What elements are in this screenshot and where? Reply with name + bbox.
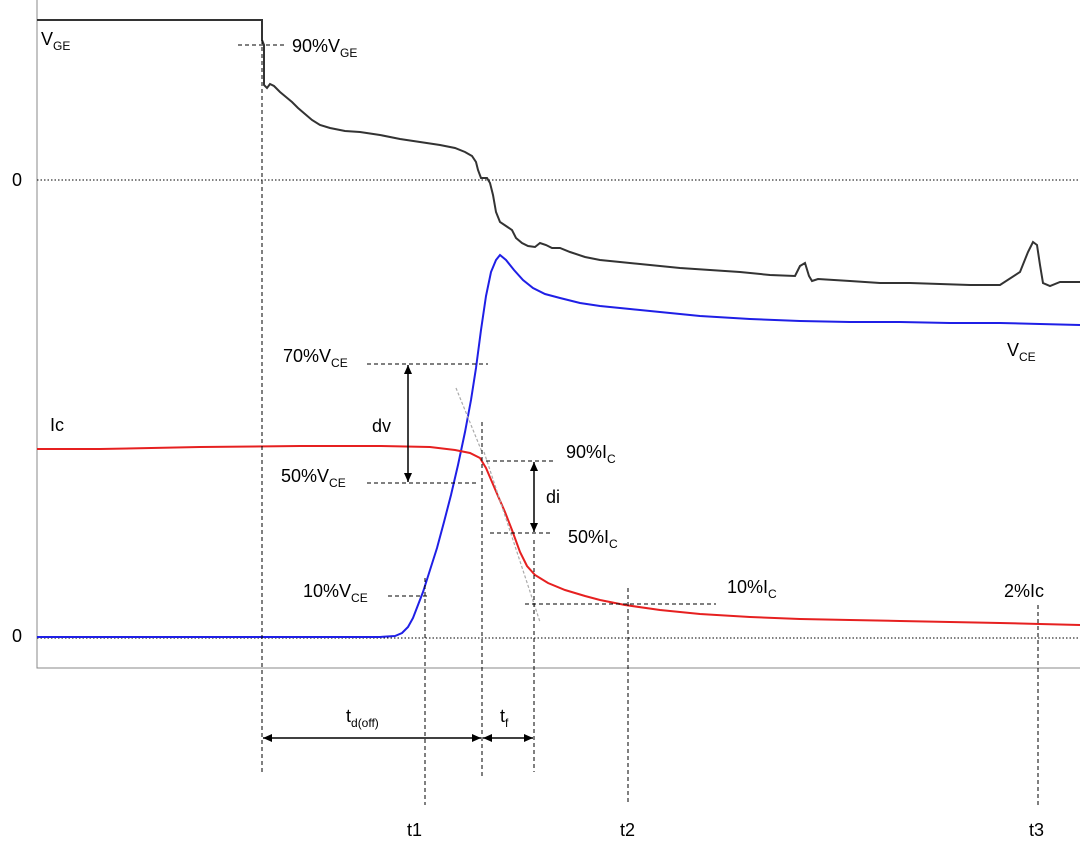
- di-label: di: [546, 487, 560, 507]
- zero-bottom-label: 0: [12, 626, 22, 646]
- plot-frame: [36, 0, 1080, 669]
- t3-label: t3: [1029, 820, 1044, 840]
- vge-label: VGE: [41, 29, 70, 53]
- ic-2pct-label: 2%Ic: [1004, 581, 1044, 601]
- td-off-label: td(off): [346, 706, 379, 730]
- ic-label: Ic: [50, 415, 64, 435]
- ic-50pct-label: 50%IC: [568, 527, 618, 551]
- dv-label: dv: [372, 416, 391, 436]
- t1-label: t1: [407, 820, 422, 840]
- vce-10pct-label: 10%VCE: [303, 581, 368, 605]
- vge-waveform: [37, 19, 1080, 288]
- vce-label: VCE: [1007, 340, 1036, 364]
- vce-70pct-label: 70%VCE: [283, 346, 348, 370]
- tf-label: tf: [500, 706, 509, 730]
- t2-label: t2: [620, 820, 635, 840]
- ic-waveform: [37, 445, 1080, 626]
- ic-90pct-label: 90%IC: [566, 442, 616, 466]
- vce-waveform: [37, 253, 1080, 638]
- vge-90pct-label: 90%VGE: [292, 36, 357, 60]
- vce-50pct-label: 50%VCE: [281, 466, 346, 490]
- zero-top-label: 0: [12, 170, 22, 190]
- ic-slope-tangent: [483, 451, 541, 623]
- ic-10pct-label: 10%IC: [727, 577, 777, 601]
- vce-slope-tangent: [455, 387, 483, 453]
